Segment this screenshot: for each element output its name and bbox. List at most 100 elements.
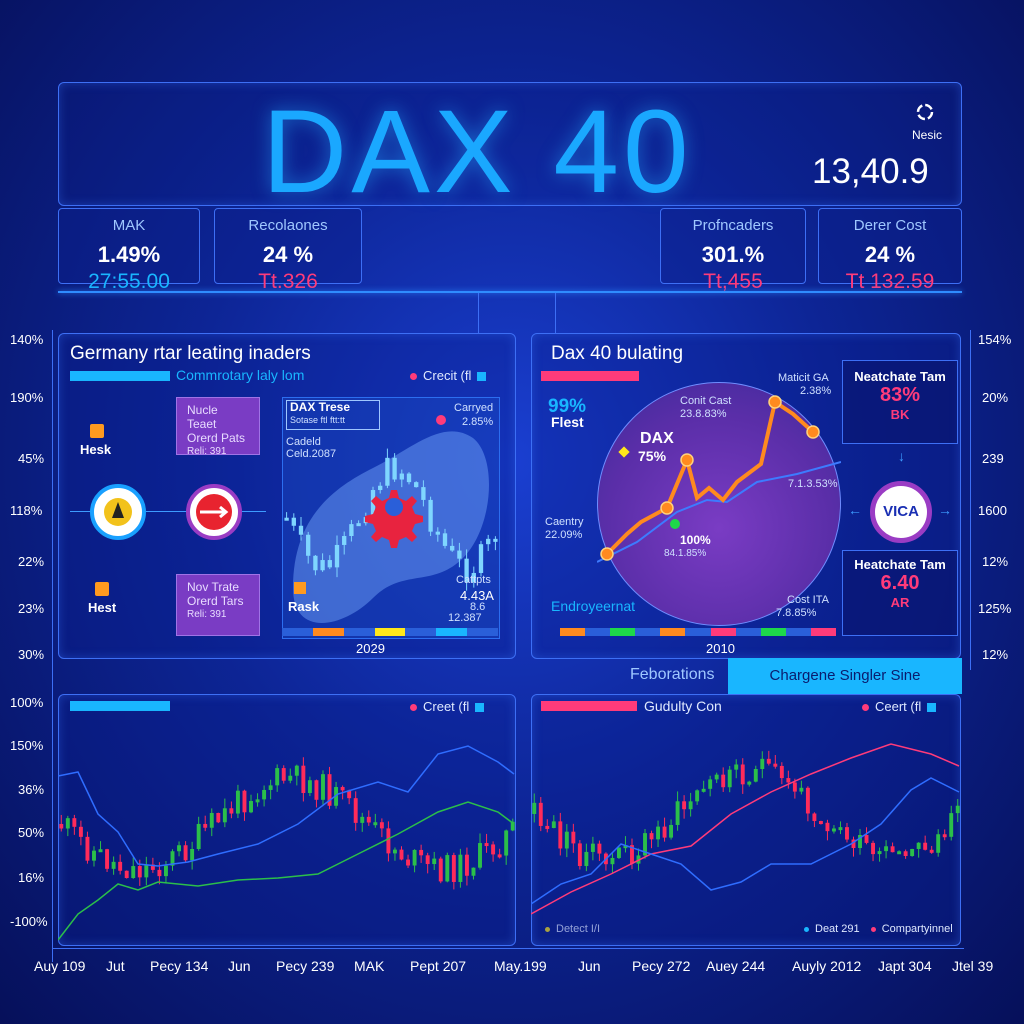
tag-line: Nucle Teaet	[187, 403, 218, 431]
stat-label: Profncaders	[692, 217, 774, 234]
candle-body	[471, 572, 476, 583]
candle-body	[740, 764, 745, 785]
green-marker	[670, 519, 680, 529]
candle-body	[538, 802, 543, 826]
right-axis-label: 125%	[978, 601, 1012, 616]
candle-body	[301, 765, 306, 794]
legend-dot	[545, 926, 550, 932]
candle-body	[196, 823, 201, 850]
stat-card-mak[interactable]: MAK 1.49% 27:55.00	[58, 208, 200, 293]
side-card-title: Heatchate Tam	[854, 557, 946, 572]
candle-body	[910, 848, 915, 857]
candle-body	[832, 828, 836, 832]
tab-chargene-singler-sine[interactable]: Chargene Singler Sine	[728, 658, 962, 694]
endro-label: Endroyeernat	[551, 598, 636, 614]
candle-body	[183, 845, 188, 861]
candle-body	[85, 836, 90, 861]
hest-icon	[95, 582, 109, 596]
candle-body	[406, 859, 411, 866]
candle-body	[320, 560, 325, 571]
candle-body	[385, 457, 390, 486]
stat-card-recolaones[interactable]: Recolaones 24 % Tt.326	[214, 208, 362, 293]
candle-body	[334, 544, 340, 568]
chart-sub: Cadeld	[286, 436, 321, 448]
candle-body	[406, 473, 412, 483]
cattpts-label: Cattpts	[456, 574, 491, 586]
stat-card-derer-cost[interactable]: Derer Cost 24 % Tt 132.59	[818, 208, 962, 293]
candle-body	[313, 555, 318, 571]
candle-body	[779, 765, 784, 779]
right-axis-label: 239	[982, 451, 1004, 466]
candle-body	[399, 849, 404, 860]
candle-body	[773, 763, 778, 767]
candle-body	[786, 778, 791, 783]
candle-body	[137, 866, 142, 878]
right-axis-label: 20%	[982, 390, 1009, 405]
candle-body	[291, 517, 296, 526]
badge-emblem-icon[interactable]	[90, 484, 146, 540]
left-axis-label: 190%	[10, 390, 44, 405]
stat-pct: 24 %	[864, 242, 916, 267]
candle-body	[275, 768, 280, 786]
candle-body	[845, 827, 849, 840]
candle-body	[255, 799, 260, 803]
candle-body	[558, 821, 563, 849]
series-green	[58, 801, 515, 941]
candle-body	[949, 813, 954, 837]
carryed-value: 2.85%	[462, 416, 494, 428]
panel-footer-legend: Detect I/I	[545, 923, 600, 935]
dax-point-marker	[806, 425, 820, 439]
panel-accent-bar	[541, 701, 637, 711]
candle-body	[342, 536, 347, 545]
dax-orange-line	[605, 398, 815, 556]
candle-body	[419, 849, 424, 856]
series-pink	[531, 743, 960, 915]
arrow-emblem-icon[interactable]	[186, 484, 242, 540]
tag-line: Orerd Tars	[187, 594, 244, 608]
info-tag-bottom[interactable]: Nov Trate Orerd Tars Reli: 391	[176, 574, 260, 636]
candle-body	[59, 824, 64, 829]
side-card-title: Neatchate Tam	[854, 369, 946, 384]
candle-body	[478, 544, 484, 573]
visa-badge-icon[interactable]: VICA	[870, 481, 932, 543]
side-card-pct: 83%	[879, 384, 921, 406]
side-card-bottom[interactable]: Heatchate Tam 6.40 AR	[842, 550, 958, 636]
panel-legend: Creet (fl	[410, 699, 485, 714]
left-axis-label: 23%	[18, 601, 45, 616]
dax-line-chart	[597, 395, 841, 563]
candle-body	[177, 845, 182, 852]
candle-body	[792, 782, 797, 792]
candle-body	[610, 857, 615, 865]
candle-body	[571, 831, 576, 844]
big-label: Flest	[551, 414, 584, 430]
cattpts-value: 4.43A	[460, 588, 494, 603]
candle-body	[356, 523, 361, 527]
x-axis-label: Jut	[106, 958, 125, 974]
tab-feborations[interactable]: Feborations	[630, 666, 715, 683]
stat-label: Recolaones	[248, 217, 328, 234]
candle-body	[399, 473, 404, 480]
candle-body	[98, 849, 103, 853]
panel-title: Gudulty Con	[644, 698, 722, 714]
info-tag-top[interactable]: Nucle Teaet Orerd Pats Reli: 391	[176, 397, 260, 457]
candle-body	[708, 779, 713, 789]
candle-body	[203, 823, 208, 828]
candle-body	[442, 533, 448, 546]
candle-body	[897, 851, 902, 855]
candle-body	[864, 835, 869, 843]
tag-line: Orerd Pats	[187, 431, 246, 445]
candle-body	[532, 802, 537, 814]
candle-body	[321, 774, 325, 800]
side-card-top[interactable]: Neatchate Tam 83% BK	[842, 360, 958, 444]
candle-body	[955, 805, 960, 814]
x-axis-label: May.199	[494, 958, 547, 974]
right-axis-label: 154%	[978, 332, 1012, 347]
stat-card-profncaders[interactable]: Profncaders 301.% Tt,455	[660, 208, 806, 293]
candle-body	[347, 790, 352, 799]
candle-body	[307, 780, 312, 794]
dax-label: DAX	[640, 430, 674, 447]
candle-body	[471, 867, 476, 876]
candle-body	[504, 830, 509, 856]
candle-body	[170, 851, 175, 866]
panel-bottom-left-chart	[58, 694, 516, 946]
